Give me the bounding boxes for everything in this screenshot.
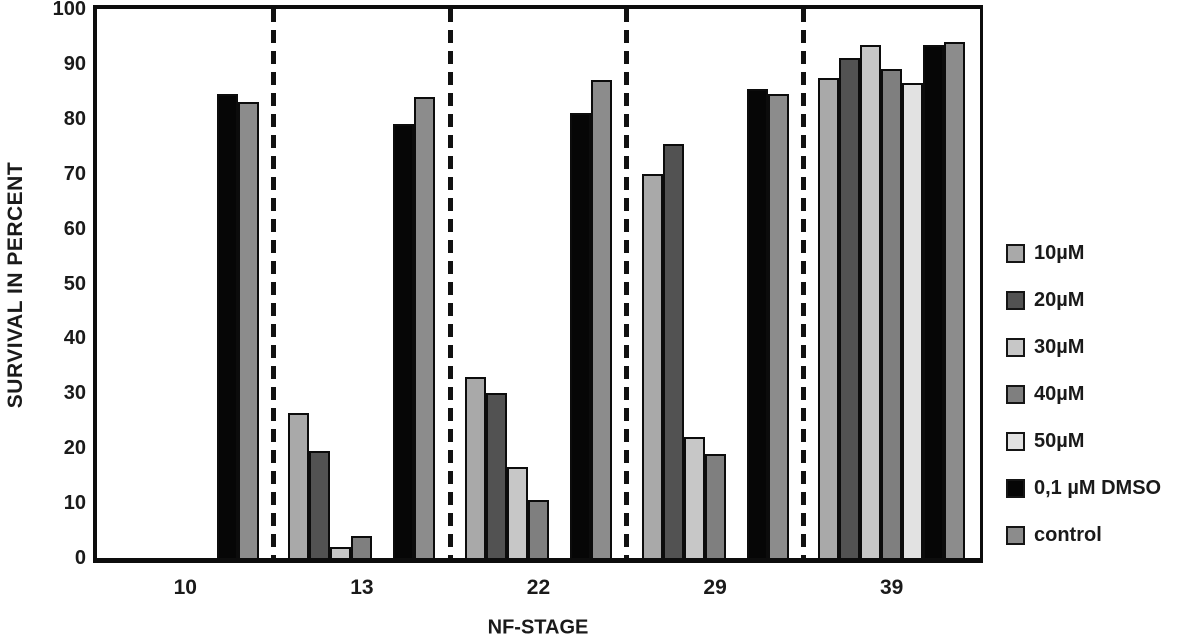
y-tick-label: 10 (63, 492, 86, 515)
bar-30-m-stage-13 (330, 547, 352, 558)
y-tick-label: 60 (63, 217, 86, 240)
bar-20-m-stage-13 (309, 450, 331, 558)
y-tick-label: 40 (63, 327, 86, 350)
legend-label: 50µM (1034, 430, 1085, 452)
legend-item: 20µM (1006, 277, 1161, 324)
bar-control-stage-13 (414, 96, 436, 558)
bar-30-m-stage-39 (860, 44, 882, 558)
bar-10-m-stage-22 (465, 376, 486, 558)
bar-0-1-m-dmso-stage-29 (746, 88, 768, 558)
bar-20-m-stage-22 (486, 393, 507, 558)
legend-label: 20µM (1034, 289, 1085, 311)
legend-swatch-icon (1006, 291, 1025, 310)
bar-control-stage-10 (237, 102, 259, 558)
y-tick-label: 90 (63, 52, 86, 75)
legend-item: 0,1 µM DMSO (1006, 465, 1161, 512)
bar-40-m-stage-13 (351, 536, 373, 558)
legend-item: 30µM (1006, 324, 1161, 371)
legend-swatch-icon (1006, 338, 1025, 357)
x-tick-label: 13 (350, 576, 374, 599)
bar-20-m-stage-29 (662, 143, 684, 558)
bar-0-1-m-dmso-stage-10 (216, 94, 238, 558)
bar-30-m-stage-29 (683, 437, 705, 558)
group-separator (624, 9, 630, 558)
bar-0-1-m-dmso-stage-39 (923, 44, 945, 558)
legend-swatch-icon (1006, 432, 1025, 451)
bar-50-m-stage-39 (902, 83, 924, 558)
y-tick-label: 70 (63, 162, 86, 185)
y-tick-label: 50 (63, 272, 86, 295)
legend-swatch-icon (1006, 526, 1025, 545)
group-separator (800, 9, 806, 558)
legend-swatch-icon (1006, 479, 1025, 498)
bar-10-m-stage-39 (818, 77, 840, 558)
y-tick-label: 100 (52, 0, 86, 20)
legend-swatch-icon (1006, 385, 1025, 404)
legend-swatch-icon (1006, 244, 1025, 263)
bar-control-stage-22 (591, 80, 612, 558)
bar-30-m-stage-22 (507, 467, 528, 558)
x-tick-label: 22 (526, 576, 551, 599)
bar-control-stage-39 (944, 41, 966, 558)
y-tick-label: 0 (74, 547, 86, 569)
x-tick-label: 10 (173, 576, 197, 599)
bar-control-stage-29 (767, 94, 789, 558)
bar-10-m-stage-13 (288, 412, 310, 558)
bar-40-m-stage-22 (528, 500, 549, 558)
x-axis-title: NF-STAGE (487, 616, 589, 639)
legend-item: 10µM (1006, 230, 1161, 277)
legend: 10µM 20µM 30µM 40µM 50µM 0,1 µM DMSO control (1006, 230, 1161, 559)
legend-label: 30µM (1034, 336, 1085, 358)
legend-label: 40µM (1034, 383, 1085, 405)
legend-item: 40µM (1006, 371, 1161, 418)
bar-40-m-stage-29 (704, 453, 726, 558)
bar-0-1-m-dmso-stage-13 (393, 124, 415, 558)
y-tick-label: 20 (63, 437, 86, 460)
x-tick-label: 39 (880, 576, 904, 599)
plot-area (93, 5, 983, 563)
group-separator (271, 9, 277, 558)
bar-10-m-stage-29 (641, 173, 663, 558)
x-tick-label: 29 (703, 576, 727, 599)
bar-40-m-stage-39 (881, 69, 903, 558)
legend-label: 0,1 µM DMSO (1034, 477, 1162, 499)
bar-20-m-stage-39 (839, 58, 861, 558)
legend-item: control (1006, 512, 1161, 559)
y-tick-label: 30 (63, 382, 86, 405)
legend-item: 50µM (1006, 418, 1161, 465)
group-separator (447, 9, 453, 558)
legend-label: 10µM (1034, 242, 1085, 264)
legend-label: control (1034, 524, 1102, 546)
y-tick-label: 80 (63, 107, 86, 130)
bar-0-1-m-dmso-stage-22 (570, 113, 591, 558)
